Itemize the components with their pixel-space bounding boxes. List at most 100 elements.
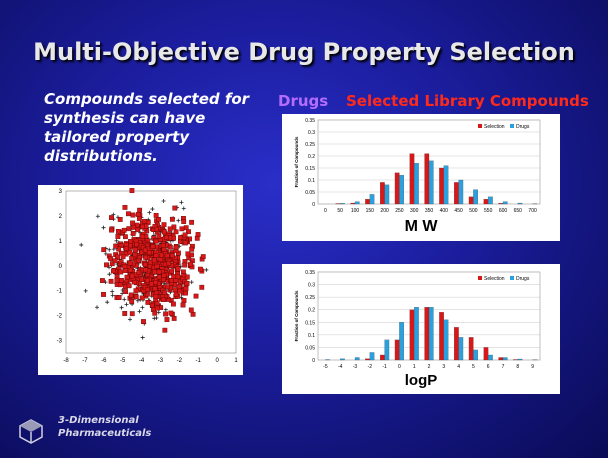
bar-drugs: [502, 357, 508, 361]
y-tick-label: 3: [59, 189, 63, 195]
legend-selected: Selected Library Compounds: [346, 92, 589, 110]
selection-point: [152, 286, 158, 292]
drug-point: [181, 206, 186, 211]
y-tick-label: -1: [57, 289, 63, 295]
drug-point: [135, 298, 140, 303]
selection-point: [127, 260, 133, 266]
logp-histogram-panel: 0.35 0.3 0.25 0.2 0.15 0.1 0.05 0 -5 -4 -3 -2 -1 0 1 2 3…: [282, 264, 560, 394]
bar-drugs: [517, 202, 523, 205]
selection-point: [122, 234, 128, 240]
y-tick-label: -2: [57, 314, 63, 320]
selection-point: [190, 311, 196, 317]
drug-point: [124, 302, 129, 307]
selection-point: [126, 283, 132, 289]
bar-drugs: [340, 358, 345, 361]
x-tick-label: 8: [516, 364, 519, 370]
y-tick-label: 0.15: [305, 166, 315, 172]
drug-point: [178, 264, 183, 269]
selection-point: [152, 269, 158, 275]
selection-point: [162, 290, 168, 296]
selection-point: [129, 255, 135, 261]
y-tick-label: 0.05: [305, 345, 315, 351]
selection-point: [122, 311, 128, 316]
drug-point: [150, 207, 155, 212]
selection-point: [189, 246, 195, 252]
bar-selection: [424, 153, 430, 205]
selection-point: [171, 301, 176, 307]
selection-point: [168, 310, 174, 316]
x-tick-label: 700: [528, 208, 537, 214]
selection-point: [188, 261, 194, 267]
selection-point: [119, 278, 124, 283]
selection-point: [115, 234, 121, 239]
bar-selection: [468, 196, 474, 205]
selection-point: [140, 224, 145, 229]
x-tick-label: 0: [324, 208, 327, 214]
selection-point: [193, 293, 199, 299]
bar-drugs: [488, 196, 493, 205]
selection-point: [134, 242, 140, 248]
bar-selection: [424, 307, 430, 361]
selection-point: [165, 284, 170, 290]
x-tick-label: 550: [484, 208, 493, 214]
drug-point: [110, 289, 115, 294]
y-tick-label: 0.25: [305, 142, 315, 148]
selection-point: [133, 294, 139, 300]
drug-point: [140, 335, 145, 340]
selection-point: [109, 227, 114, 233]
bar-selection: [454, 182, 459, 205]
selection-point: [122, 204, 128, 210]
slide-title: Multi-Objective Drug Property Selection: [33, 38, 575, 66]
selection-point: [181, 298, 187, 303]
x-tick-label: 9: [531, 364, 534, 370]
selection-point: [146, 250, 152, 255]
x-tick-label: 300: [410, 208, 419, 214]
selection-point: [129, 299, 135, 304]
drug-point: [110, 293, 115, 298]
drug-point: [119, 305, 124, 310]
bar-selection: [380, 354, 385, 361]
bar-drugs: [473, 189, 478, 205]
selection-point: [171, 274, 177, 279]
selection-point: [161, 229, 167, 235]
x-tick-label: 650: [514, 208, 523, 214]
selection-point: [167, 244, 173, 250]
bar-drugs: [384, 339, 390, 361]
selection-point: [172, 287, 178, 293]
selection-point: [154, 263, 160, 269]
y-tick-label: 0: [312, 202, 315, 208]
bar-drugs: [488, 354, 493, 361]
plot-frame: [65, 190, 237, 354]
selection-point: [130, 231, 136, 236]
selection-point: [177, 288, 183, 294]
drug-point: [161, 199, 166, 204]
company-line2: Pharmaceuticals: [58, 428, 152, 439]
selection-point: [195, 232, 201, 237]
x-tick-label: -3: [353, 364, 358, 370]
x-tick-label: -1: [382, 364, 387, 370]
selection-point: [117, 282, 123, 288]
selection-point: [156, 274, 162, 280]
y-tick-label: 0.2: [308, 154, 315, 160]
x-tick-label: -4: [338, 364, 343, 370]
selection-point: [137, 207, 143, 213]
selection-point: [175, 266, 181, 272]
selection-point: [144, 278, 150, 283]
drug-point: [107, 247, 112, 252]
bar-selection: [454, 327, 459, 361]
selection-point: [148, 260, 153, 266]
y-tick-label: 2: [59, 214, 63, 220]
selection-point: [156, 269, 162, 275]
selection-point: [112, 258, 118, 264]
logp-axis-title: logP: [404, 372, 438, 389]
selection-point: [129, 273, 135, 279]
company-line1: 3-Dimensional: [58, 415, 139, 426]
selection-point: [167, 226, 173, 232]
selection-point: [129, 311, 135, 317]
selection-point: [123, 268, 129, 273]
selection-point: [113, 243, 119, 249]
selection-point: [115, 229, 121, 234]
x-tick-label: -3: [158, 358, 164, 364]
selection-point: [161, 222, 167, 228]
selection-point: [182, 240, 188, 246]
